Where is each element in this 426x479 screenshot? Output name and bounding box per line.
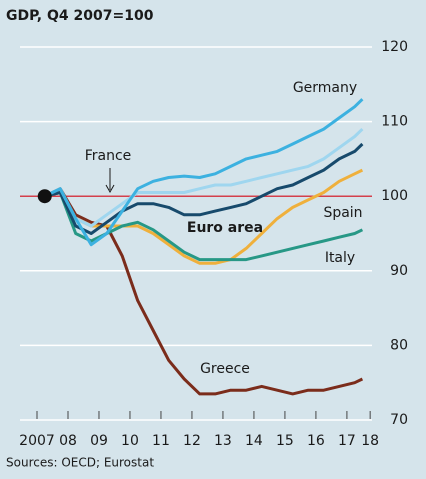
- y-tick-label: 100: [381, 188, 408, 204]
- y-tick-label: 110: [381, 114, 408, 130]
- chart-title: GDP, Q4 2007=100: [6, 8, 154, 24]
- series-label: Euro area: [187, 220, 263, 236]
- y-tick-label: 70: [390, 412, 408, 428]
- series-line: [44, 142, 364, 235]
- y-tick-label: 120: [381, 39, 408, 55]
- x-tick-label: 2007: [19, 433, 55, 449]
- series-label: Greece: [200, 361, 250, 377]
- series-label: France: [85, 148, 132, 164]
- x-tick-label: 18: [361, 433, 379, 449]
- x-tick-label: 14: [245, 433, 263, 449]
- series-label: Germany: [293, 80, 357, 96]
- series-line: [44, 187, 364, 396]
- x-tick-label: 17: [338, 433, 356, 449]
- series-line: [44, 128, 364, 228]
- x-tick-label: 15: [276, 433, 294, 449]
- series-label: Italy: [325, 250, 355, 266]
- x-tick-label: 10: [121, 433, 139, 449]
- annotation-arrowhead: [105, 184, 115, 194]
- x-tick-label: 08: [59, 433, 77, 449]
- series-label: Spain: [323, 205, 362, 221]
- y-tick-label: 90: [390, 263, 408, 279]
- source: Sources: OECD; Eurostat: [6, 456, 154, 470]
- x-tick-label: 13: [214, 433, 232, 449]
- y-tick-label: 80: [390, 337, 408, 353]
- x-tick-label: 09: [90, 433, 108, 449]
- x-tick-label: 11: [152, 433, 170, 449]
- series-line: [44, 98, 364, 247]
- x-tick-label: 16: [307, 433, 325, 449]
- x-tick-label: 12: [183, 433, 201, 449]
- series-line: [44, 168, 364, 265]
- start-marker: [37, 189, 52, 204]
